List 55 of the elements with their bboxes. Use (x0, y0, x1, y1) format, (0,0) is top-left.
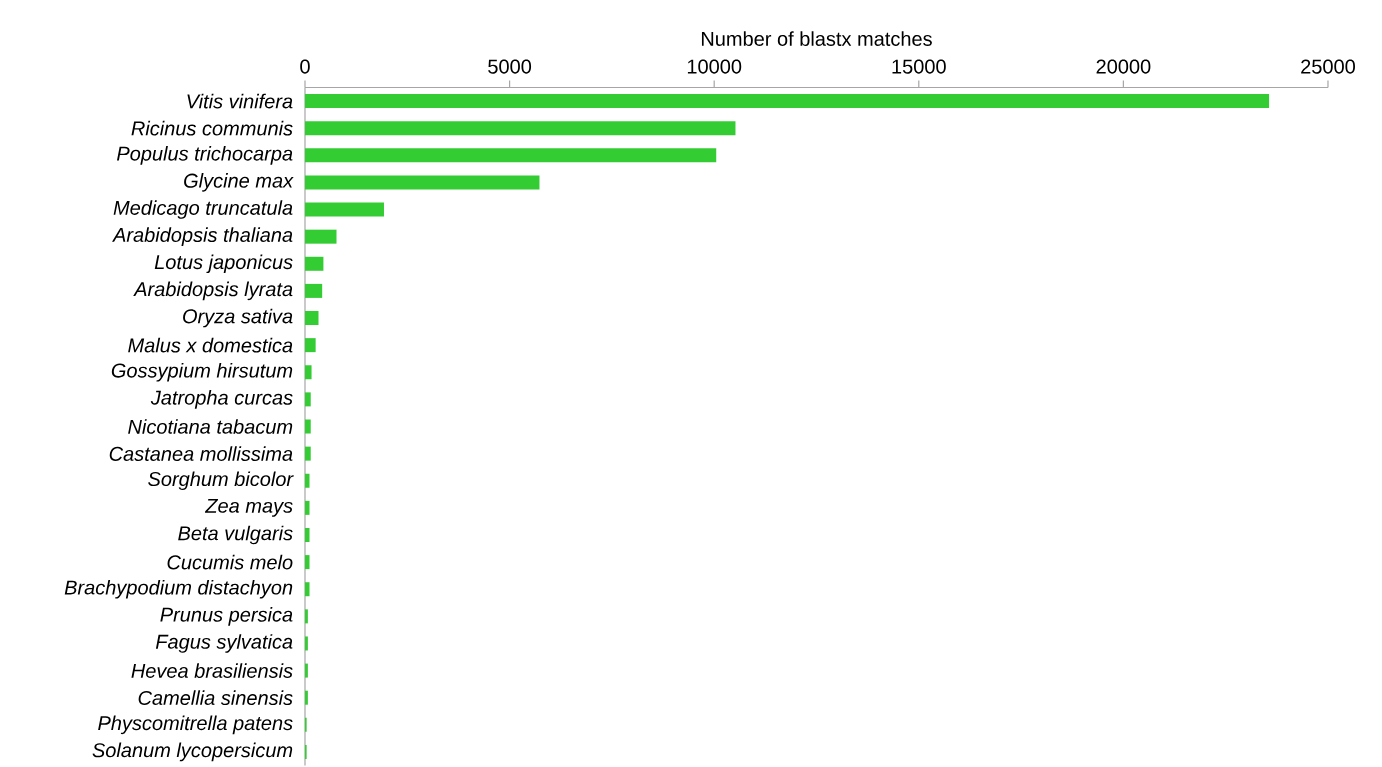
bar (305, 365, 312, 380)
y-tick-label: Malus x domestica (128, 337, 293, 353)
y-tick-label: Prunus persica (160, 607, 293, 626)
y-tick-label: Sorghum bicolor (148, 471, 294, 491)
bar (305, 555, 310, 570)
bar (305, 229, 337, 244)
y-tick-label: Populus trichocarpa (116, 145, 293, 165)
bar (305, 690, 308, 705)
y-tick-label: Brachypodium distachyon (64, 579, 293, 599)
bar (305, 283, 323, 298)
bar (305, 500, 310, 515)
bar (305, 473, 310, 488)
y-tick-label: Glycine max (184, 173, 294, 192)
bar (305, 175, 540, 190)
bar (305, 419, 311, 434)
y-tick-label: Ricinus communis (131, 120, 293, 136)
bar (305, 202, 384, 217)
y-tick-label: Hevea brasiliensis (131, 663, 293, 678)
bar (305, 446, 311, 461)
y-tick-label: Gossypium hirsutum (111, 362, 293, 382)
y-tick-label: Arabidopsis lyrata (133, 281, 293, 301)
bar (305, 311, 319, 326)
y-tick-label: Medicago truncatula (113, 200, 293, 219)
x-axis-title: Number of blastx matches (701, 31, 932, 46)
x-tick-label: 20000 (1096, 59, 1151, 74)
bar (305, 636, 308, 651)
y-tick-label: Lotus japonicus (154, 254, 293, 274)
bar (305, 121, 736, 136)
y-tick-label: Nicotiana tabacum (128, 419, 293, 434)
bar (305, 663, 308, 678)
y-tick-label: Beta vulgaris (178, 525, 293, 545)
y-tick-label: Fagus sylvatica (155, 634, 293, 653)
bar (305, 256, 324, 271)
y-tick-label: Jatropha curcas (150, 390, 293, 409)
x-tick-label: 25000 (1301, 59, 1355, 74)
y-tick-label: Cucumis melo (167, 554, 293, 570)
x-tick-label: 0 (300, 59, 310, 74)
y-tick-label: Physcomitrella patens (98, 715, 293, 735)
y-tick-label: Solanum lycopersicum (92, 742, 293, 762)
bar (305, 148, 717, 163)
y-tick-label: Castanea mollissima (109, 446, 293, 461)
y-tick-label: Arabidopsis thaliana (112, 227, 293, 246)
bar (305, 94, 1270, 109)
y-tick-label: Oryza sativa (183, 308, 293, 328)
y-tick-label: Vitis vinifera (187, 93, 293, 109)
x-tick-label: 15000 (892, 59, 946, 74)
x-tick-label: 10000 (687, 59, 742, 74)
x-tick-label: 5000 (488, 59, 532, 74)
bar (305, 609, 308, 624)
y-tick-label: Zea mays (204, 498, 293, 517)
bar (305, 582, 310, 597)
y-tick-label: Camellia sinensis (138, 690, 293, 706)
bar (305, 338, 316, 353)
bar (305, 527, 310, 542)
bar (305, 392, 311, 407)
